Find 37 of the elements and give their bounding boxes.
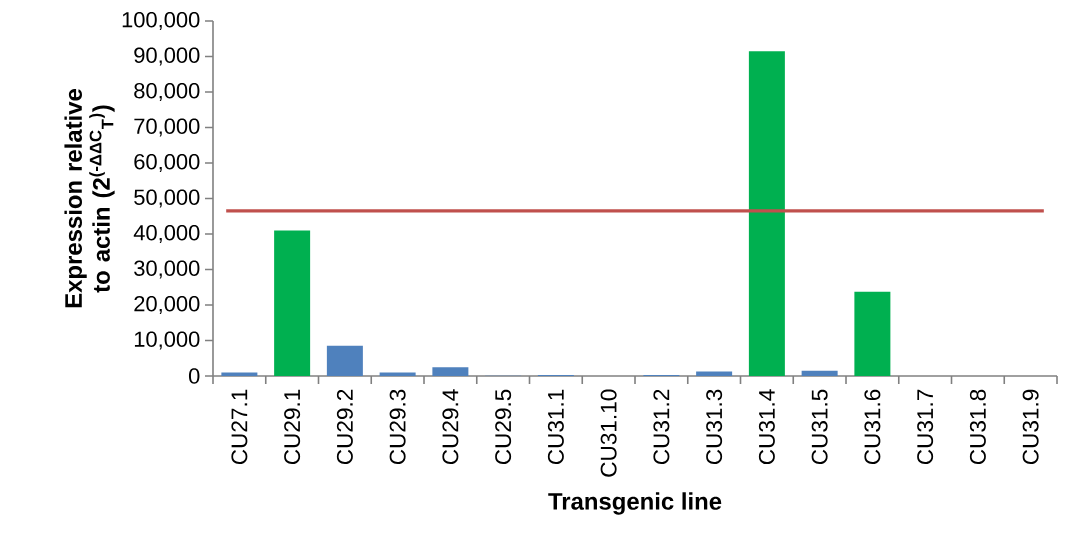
x-tick-label: CU31.3 xyxy=(706,389,723,465)
x-tick-label: CU29.3 xyxy=(389,389,406,465)
bar xyxy=(221,372,258,376)
y-tick-label: 10,000 xyxy=(134,331,200,350)
x-tick-label: CU31.6 xyxy=(864,389,881,465)
y-tick-label: 70,000 xyxy=(134,118,200,137)
y-tick-label: 30,000 xyxy=(134,260,200,279)
x-tick-label: CU27.1 xyxy=(231,389,248,465)
x-axis-title: Transgenic line xyxy=(548,492,722,515)
y-tick-label: 20,000 xyxy=(134,295,200,315)
bar xyxy=(696,371,733,376)
y-tick-label: 50,000 xyxy=(134,189,200,208)
bar xyxy=(326,345,363,376)
y-tick-label: 80,000 xyxy=(134,82,200,102)
x-tick-label: CU31.7 xyxy=(917,389,934,465)
y-tick-label: 90,000 xyxy=(134,47,200,66)
bar xyxy=(379,372,416,376)
bar xyxy=(801,370,838,376)
x-tick-label: CU29.1 xyxy=(284,389,301,465)
x-tick-label: CU29.2 xyxy=(336,389,353,465)
y-tick-label: 0 xyxy=(188,368,200,384)
x-tick-label: CU31.1 xyxy=(547,389,564,465)
y-tick-label: 100,000 xyxy=(122,11,200,31)
x-tick-label: CU31.9 xyxy=(1022,389,1039,465)
x-tick-label: CU29.4 xyxy=(442,389,459,465)
x-tick-label: CU29.5 xyxy=(495,389,512,465)
x-tick-label: CU31.10 xyxy=(600,389,617,477)
y-tick-label: 60,000 xyxy=(134,153,200,173)
bar xyxy=(432,367,469,376)
y-tick-label: 40,000 xyxy=(133,224,200,244)
x-tick-label: CU31.2 xyxy=(653,389,670,465)
bar xyxy=(854,291,891,376)
x-tick-label: CU31.4 xyxy=(758,389,775,465)
bar xyxy=(274,230,311,376)
bar xyxy=(748,51,785,376)
x-tick-label: CU31.8 xyxy=(969,389,986,465)
x-tick-label: CU31.5 xyxy=(811,389,828,465)
